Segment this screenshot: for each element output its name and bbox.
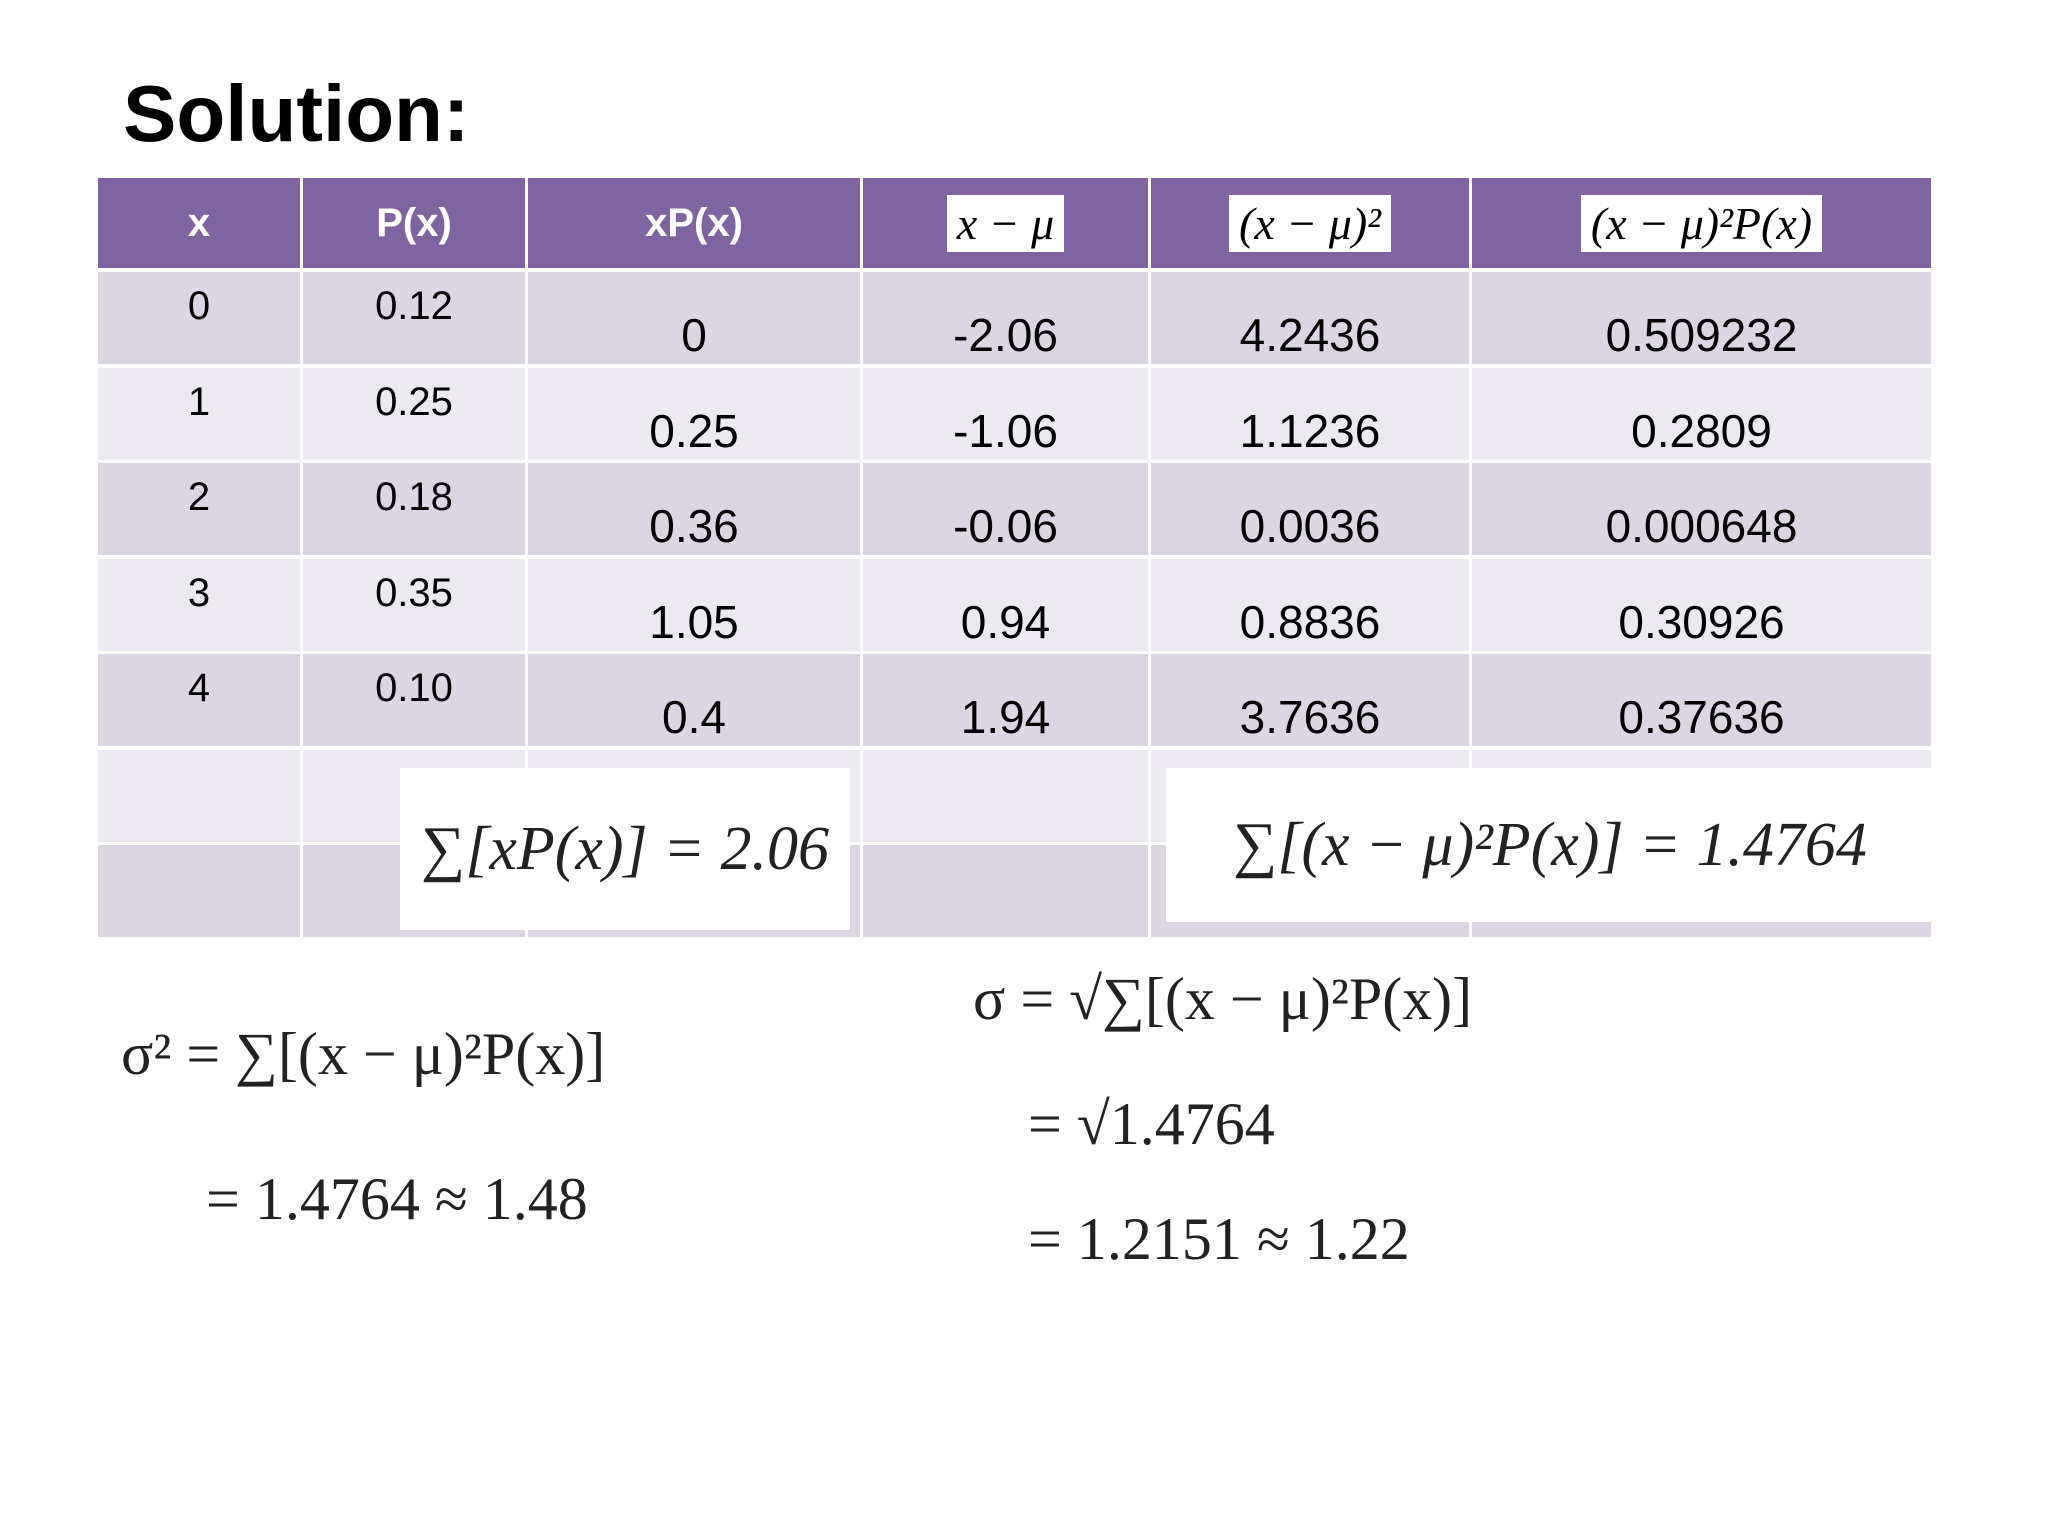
table-cell: 0.8836 xyxy=(1151,558,1469,651)
header-cell: (x − μ)²P(x) xyxy=(1472,178,1931,268)
table-cell: 0.0036 xyxy=(1151,463,1469,555)
table-cell: 0.30926 xyxy=(1472,558,1931,651)
formula: = 1.4764 ≈ 1.48 xyxy=(206,1166,588,1232)
table-cell: 2 xyxy=(98,463,300,555)
header-text: P(x) xyxy=(376,200,452,245)
empty-cell xyxy=(863,749,1148,842)
header-cell: x xyxy=(98,178,300,268)
table-cell: 4 xyxy=(98,654,300,746)
header-text: x − μ xyxy=(946,194,1065,252)
header-text: (x − μ)²P(x) xyxy=(1580,194,1823,252)
title: Solution: xyxy=(123,69,470,158)
sum-box: ∑[xP(x)] = 2.06 xyxy=(400,768,850,930)
table-cell: -2.06 xyxy=(863,272,1148,364)
table-cell: 0.18 xyxy=(303,463,525,555)
empty-cell xyxy=(863,845,1148,937)
table-cell: 0.36 xyxy=(528,463,860,555)
formula: σ = √∑[(x − μ)²P(x)] xyxy=(973,966,1473,1032)
formula: σ² = ∑[(x − μ)²P(x)] xyxy=(121,1021,606,1087)
table-cell: 0.94 xyxy=(863,558,1148,651)
table-cell: -0.06 xyxy=(863,463,1148,555)
table-cell: 0.25 xyxy=(528,367,860,460)
table-cell: 0 xyxy=(98,272,300,364)
table-cell: 0.2809 xyxy=(1472,367,1931,460)
table-cell: 0.10 xyxy=(303,654,525,746)
table-cell: 0.25 xyxy=(303,367,525,460)
header-cell: xP(x) xyxy=(528,178,860,268)
table-cell: -1.06 xyxy=(863,367,1148,460)
empty-cell xyxy=(98,749,300,842)
formula: = 1.2151 ≈ 1.22 xyxy=(1028,1206,1410,1272)
empty-cell xyxy=(98,845,300,937)
table-cell: 0.4 xyxy=(528,654,860,746)
table-cell: 3 xyxy=(98,558,300,651)
table-cell: 0.35 xyxy=(303,558,525,651)
table-cell: 0.12 xyxy=(303,272,525,364)
header-cell: P(x) xyxy=(303,178,525,268)
table-cell: 1.05 xyxy=(528,558,860,651)
table-cell: 4.2436 xyxy=(1151,272,1469,364)
header-cell: (x − μ)² xyxy=(1151,178,1469,268)
header-text: (x − μ)² xyxy=(1229,194,1391,252)
table-cell: 0 xyxy=(528,272,860,364)
formula: = √1.4764 xyxy=(1028,1091,1275,1157)
sum-box: ∑[(x − μ)²P(x)] = 1.4764 xyxy=(1166,768,1934,922)
table-cell: 0.000648 xyxy=(1472,463,1931,555)
table-cell: 0.37636 xyxy=(1472,654,1931,746)
header-text: x xyxy=(187,200,211,245)
table-cell: 0.509232 xyxy=(1472,272,1931,364)
header-text: xP(x) xyxy=(645,200,743,245)
table-cell: 3.7636 xyxy=(1151,654,1469,746)
table-cell: 1.1236 xyxy=(1151,367,1469,460)
header-cell: x − μ xyxy=(863,178,1148,268)
table-cell: 1.94 xyxy=(863,654,1148,746)
table-cell: 1 xyxy=(98,367,300,460)
